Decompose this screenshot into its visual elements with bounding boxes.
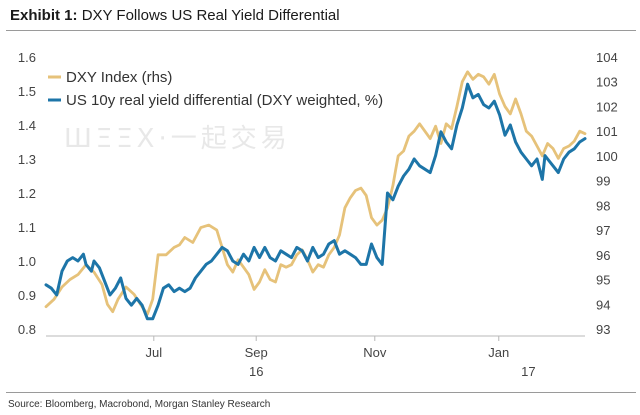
y-right-tick-label: 93 [596,322,610,337]
x-tick-label: Nov [363,345,387,360]
y-right-tick-label: 94 [596,297,610,312]
watermark: ШΞΞX·一起交易 [64,124,291,154]
y-left-tick-label: 0.8 [18,322,36,337]
x-year-label: 17 [521,364,535,379]
y-right-tick-label: 102 [596,99,618,114]
x-tick-label: Sep [245,345,268,360]
y-left-tick-label: 0.9 [18,288,36,303]
y-right-tick-label: 99 [596,174,610,189]
y-left-tick-label: 1.2 [18,186,36,201]
series-line-real-yield-diff [44,82,587,321]
y-left-tick-label: 1.1 [18,220,36,235]
source-note: Source: Bloomberg, Macrobond, Morgan Sta… [8,399,271,410]
x-year-label: 16 [249,364,263,379]
legend-label-diff: US 10y real yield differential (DXY weig… [66,92,383,109]
y-left-tick-label: 1.0 [18,254,36,269]
y-right-tick-label: 104 [596,50,618,65]
exhibit-label: Exhibit 1: [10,7,78,24]
x-tick-label: Jul [145,345,162,360]
x-tick-label: Jan [488,345,509,360]
y-left-tick-label: 1.5 [18,84,36,99]
y-right-tick-label: 103 [596,75,618,90]
exhibit-title-text: DXY Follows US Real Yield Differential [81,7,340,24]
series-line-dxy [44,70,587,316]
y-right-tick-label: 98 [596,198,610,213]
y-left-tick-label: 1.6 [18,50,36,65]
y-right-tick-label: 100 [596,149,618,164]
y-left-tick-label: 1.4 [18,118,36,133]
y-left-tick-label: 1.3 [18,152,36,167]
y-right-tick-label: 97 [596,223,610,238]
legend-label-dxy: DXY Index (rhs) [66,69,172,86]
legend: DXY Index (rhs) US 10y real yield differ… [48,69,383,109]
exhibit-title: Exhibit 1: DXY Follows US Real Yield Dif… [10,7,340,24]
title-rule [6,30,636,31]
series-layer [44,70,587,321]
y-right-tick-label: 96 [596,248,610,263]
chart: ШΞΞX·一起交易 0.8 0.9 1.0 1.1 1.2 1.3 1.4 1.5 1.6 93 9… [18,50,618,379]
source-rule [6,392,636,393]
y-right-tick-label: 95 [596,273,610,288]
y-right-tick-label: 101 [596,124,618,139]
axes-layer: 0.8 0.9 1.0 1.1 1.2 1.3 1.4 1.5 1.6 93 94 95 96 97 98 9… [18,50,618,379]
